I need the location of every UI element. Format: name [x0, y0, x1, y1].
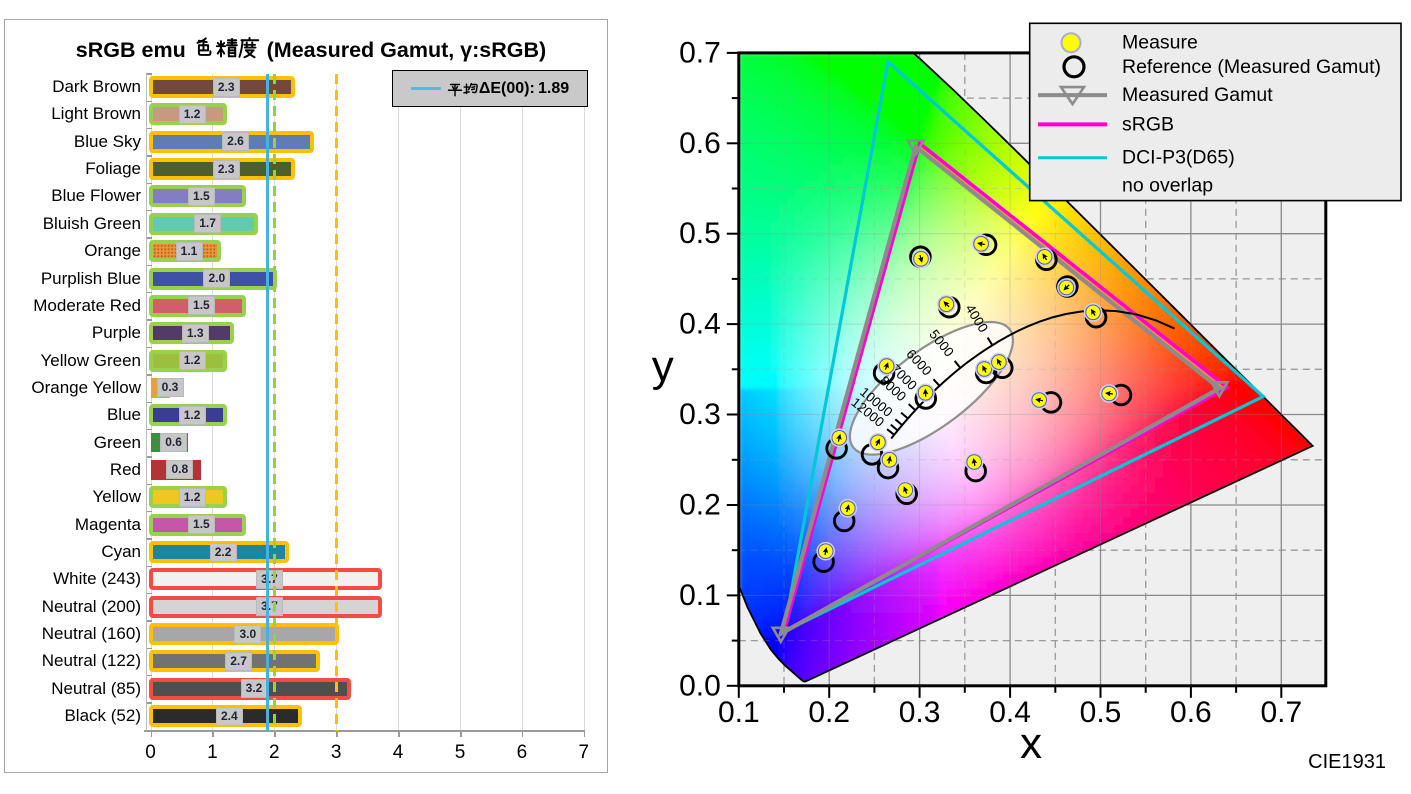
svg-text:0.3: 0.3	[679, 398, 721, 431]
svg-text:0.4: 0.4	[989, 696, 1031, 729]
svg-text:Measured Gamut: Measured Gamut	[1122, 84, 1273, 106]
svg-text:no overlap: no overlap	[1122, 174, 1213, 196]
svg-text:0.5: 0.5	[679, 217, 721, 250]
svg-text:0.6: 0.6	[679, 127, 721, 160]
svg-text:Measure: Measure	[1122, 32, 1198, 54]
svg-text:0.0: 0.0	[679, 669, 721, 702]
svg-text:0.6: 0.6	[1170, 696, 1212, 729]
svg-text:0.2: 0.2	[679, 489, 721, 522]
svg-text:0.7: 0.7	[679, 36, 721, 69]
svg-text:CIE1931: CIE1931	[1308, 751, 1386, 773]
svg-text:0.4: 0.4	[679, 308, 721, 341]
svg-text:0.1: 0.1	[679, 579, 721, 612]
svg-text:0.1: 0.1	[718, 696, 760, 729]
svg-text:y: y	[652, 342, 674, 391]
svg-text:sRGB: sRGB	[1122, 113, 1174, 135]
svg-text:Reference (Measured Gamut): Reference (Measured Gamut)	[1122, 56, 1381, 78]
svg-text:0.7: 0.7	[1260, 696, 1302, 729]
svg-text:DCI-P3(D65): DCI-P3(D65)	[1122, 147, 1235, 169]
svg-text:0.2: 0.2	[808, 696, 850, 729]
svg-text:0.3: 0.3	[899, 696, 941, 729]
svg-text:x: x	[1020, 719, 1042, 768]
svg-text:0.5: 0.5	[1080, 696, 1122, 729]
